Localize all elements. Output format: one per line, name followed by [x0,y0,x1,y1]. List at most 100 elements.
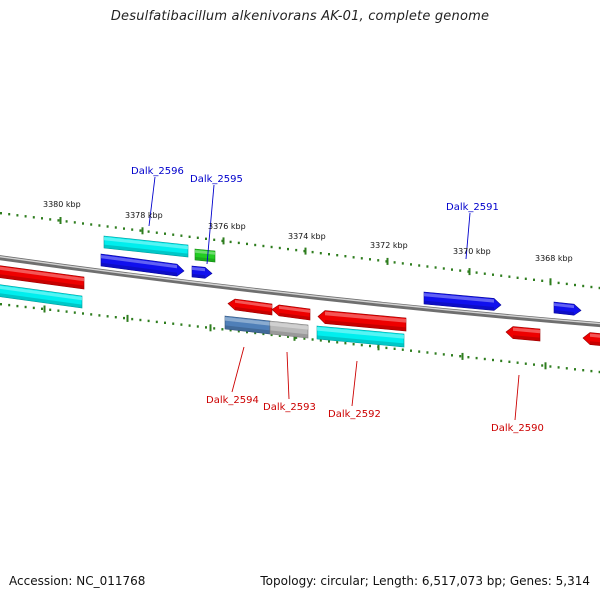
gene-shadow [325,320,406,331]
minor-tick [246,242,248,246]
gene-shadow [554,309,574,316]
major-tick [222,237,225,245]
minor-tick [369,344,371,348]
gene-highlight [192,267,205,272]
minor-tick [254,243,257,247]
minor-tick [401,262,404,265]
gene-label-dalk-2592[interactable]: Dalk_2592 [328,409,381,420]
gene-bar-green [194,248,216,263]
minor-tick [262,244,265,248]
minor-tick [205,326,207,329]
leader-line [465,212,471,260]
minor-tick [147,319,150,323]
gene-highlight [424,293,494,303]
minor-tick [311,338,314,341]
minor-tick [188,235,191,238]
minor-tick [418,264,421,267]
minor-tick [508,275,511,278]
minor-tick [508,360,511,363]
minor-tick [254,331,257,335]
minor-tick [213,238,216,241]
minor-tick [475,271,478,274]
gene-arrow-blue [423,291,502,311]
gene-arrow-red [505,326,541,342]
page-title: Desulfatibacillum alkenivorans AK-01, co… [110,9,490,24]
gene-highlight [513,327,540,334]
major-tick [544,362,547,370]
gene-highlight [225,317,270,326]
minor-tick [221,239,224,243]
gene-bar-steelblue [224,315,271,335]
gene-label-dalk-2595[interactable]: Dalk_2595 [190,174,243,185]
minor-tick [287,247,289,251]
minor-tick [410,349,412,352]
gene-shadow [101,262,177,277]
backbone-line [0,255,600,328]
minor-tick [82,222,84,225]
minor-tick [16,304,19,308]
gene-label-dalk-2591[interactable]: Dalk_2591 [446,202,499,213]
minor-tick [467,356,470,359]
minor-tick [336,341,339,344]
minor-tick [492,273,494,276]
minor-tick [442,353,445,356]
minor-tick [574,283,576,287]
minor-tick [410,263,412,266]
minor-tick [541,364,544,367]
minor-tick [369,258,371,261]
minor-tick [90,313,93,316]
minor-tick [180,323,183,326]
minor-tick [574,368,576,371]
leader-line [351,360,358,407]
gene-label-dalk-2594[interactable]: Dalk_2594 [206,395,259,406]
minor-tick [459,269,462,272]
minor-tick [541,279,544,282]
minor-tick [533,278,535,281]
minor-tick [303,249,306,253]
gene-bar-red [0,265,85,290]
minor-tick [598,286,600,290]
gene-shadow [513,335,540,341]
minor-tick [590,285,593,289]
gene-label-dalk-2593[interactable]: Dalk_2593 [263,402,316,413]
gene-shadow [317,335,404,347]
minor-tick [188,324,191,327]
minor-tick [426,351,429,354]
minor-tick [155,320,158,324]
gene-shadow [195,256,215,262]
gene-shadow [104,244,188,257]
gene-label-dalk-2596[interactable]: Dalk_2596 [131,166,184,177]
minor-tick [32,306,35,310]
minor-tick [377,259,380,262]
gene-highlight [554,303,574,309]
minor-tick [483,272,486,275]
minor-tick [213,327,216,330]
scale-label: 3380 kbp [43,200,81,209]
major-tick [377,343,380,351]
gene-highlight [104,237,188,250]
minor-tick [221,328,224,331]
minor-tick [0,303,2,306]
minor-tick [65,310,68,313]
backbone-highlight [0,255,600,325]
gene-shadow [270,330,308,338]
scale-label: 3378 kbp [125,211,163,220]
minor-tick [229,240,232,244]
gene-arrow-red [317,310,407,332]
leader-line [231,346,245,393]
minor-tick [147,230,150,233]
major-tick [209,324,212,332]
minor-tick [106,315,109,318]
minor-tick [73,311,76,314]
minor-tick [41,217,43,220]
major-tick [304,247,307,255]
minor-tick [328,340,330,343]
major-tick [461,352,464,360]
gene-highlight [590,333,600,338]
gene-highlight [270,322,308,330]
gene-highlight [0,285,82,301]
minor-tick [582,284,585,288]
gene-label-dalk-2590[interactable]: Dalk_2590 [491,423,544,434]
gene-shadow [0,293,82,308]
minor-tick [360,257,363,260]
